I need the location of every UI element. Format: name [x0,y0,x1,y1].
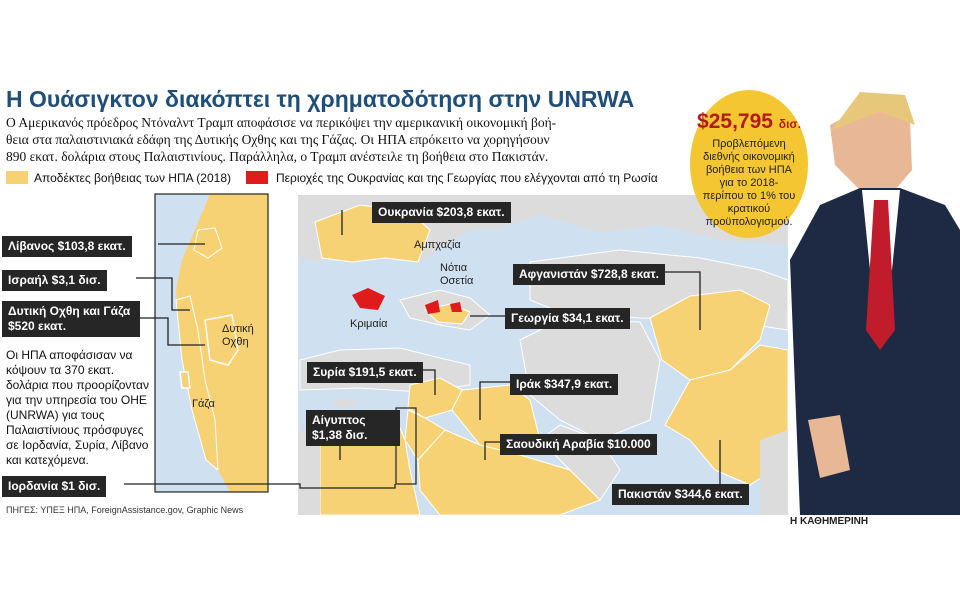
intro-line: Ο Αμερικανός πρόεδρος Ντόναλντ Τραμπ απο… [6,115,557,130]
callout-jordan: Ιορδανία $1 δισ. [2,476,107,497]
unrwa-note: Οι ΗΠΑ αποφάσισαν να κόψουν τα 370 εκατ.… [6,348,149,467]
south-ossetia-shape [450,302,462,312]
callout-syria: Συρία $191,5 εκατ. [307,362,423,383]
leader-iraq [479,381,510,420]
cyprus-shape [330,398,360,408]
photo-tie [866,200,895,350]
inset-lebanon [193,227,223,259]
legend-recipients: Αποδέκτες βοήθειας των ΗΠΑ (2018) [34,171,231,185]
inset-gaza [179,371,191,389]
legend-swatch-russia [246,171,268,184]
libya-shape [298,430,320,515]
badge-amount-value: $25,795 [697,110,773,133]
source-credit: ΠΗΓΕΣ: ΥΠΕΞ ΗΠΑ, ForeignAssistance.gov, … [6,505,244,515]
photo-hand [808,415,850,478]
callout-pakistan: Πακιστάν $344,6 εκατ. [612,484,749,505]
callout-georgia: Γεωργία $34,1 εκατ. [505,308,630,329]
legend-swatch-recipients [6,171,28,184]
callout-egypt: Αίγυπτος $1,38 δισ. [306,410,400,446]
headline: Η Ουάσιγκτον διακόπτει τη χρηματοδότηση … [6,86,635,112]
leader-westbank [140,317,205,346]
inset-frame [154,193,269,493]
trump-photo [790,92,960,515]
inset-westbank [204,314,239,366]
leader-israel [136,277,190,311]
abkhazia-shape [425,300,440,314]
callout-israel: Ισραήλ $3,1 δισ. [2,270,107,291]
badge-amount-unit: δισ. [778,117,801,131]
intro-text: Ο Αμερικανός πρόεδρος Ντόναλντ Τραμπ απο… [6,114,686,165]
callout-ukraine: Ουκρανία $203,8 εκατ. [372,202,511,223]
callout-lebanon: Λίβανος $103,8 εκατ. [2,236,132,257]
callout-iraq: Ιράκ $347,9 εκατ. [510,374,619,395]
label-gaza: Γάζα [192,398,215,410]
leader-jordan [124,483,396,489]
region-map [298,195,789,516]
label-crimea: Κριμαία [350,318,388,330]
intro-line: 890 εκατ. δολάρια στους Παλαιστινίους. Π… [6,149,549,164]
afghanistan-shape [649,289,771,381]
label-west-bank: Δυτική Οχθη [222,323,254,348]
label-south-ossetia: Νότια Οσετία [440,262,474,287]
crimea-shape [352,288,385,310]
label-abkhazia: Αμπχαζία [414,239,461,251]
photo-hair [832,92,915,130]
badge-amount: $25,795 δισ. [690,110,808,134]
aid-total-badge: $25,795 δισ. Προβλεπόμενη διεθνής οικονο… [690,90,808,238]
callout-afghanistan: Αφγανιστάν $728,8 εκατ. [513,264,666,285]
inset-marker [395,407,417,485]
india-shape [760,430,788,515]
publisher-brand: Η ΚΑΘΗΜΕΡΙΝΗ [790,516,869,527]
inset-panel [154,193,269,493]
badge-text: Προβλεπόμενη διεθνής οικονομική βοήθεια … [702,138,796,228]
leader-syria [420,369,436,395]
callout-westbank-gaza: Δυτική Οχθη και Γάζα $520 εκατ. [2,301,140,337]
legend-russia: Περιοχές της Ουκρανίας και της Γεωργίας … [276,171,658,185]
intro-line: θεια στα παλαιστινιακά εδάφη της Δυτικής… [6,132,550,147]
callout-saudi: Σαουδική Αραβία $10.000 [500,434,657,455]
leader-saudi [484,441,500,460]
